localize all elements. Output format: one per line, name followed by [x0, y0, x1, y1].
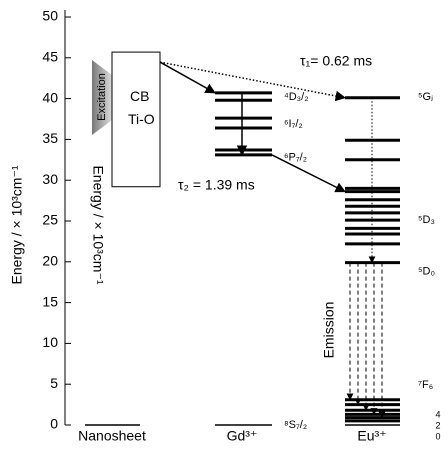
excitation-label: Excitation — [96, 73, 108, 121]
band-label: CB — [130, 88, 149, 104]
tau1-label: τ₁= 0.62 ms — [300, 53, 372, 69]
y-tick-label: 45 — [42, 49, 58, 65]
level-label: ⁸S₇/₂ — [284, 419, 307, 431]
y-tick-label: 25 — [42, 212, 58, 228]
j-label: 0 — [435, 431, 440, 441]
y-tick-label: 20 — [42, 253, 58, 269]
column-label: Nanosheet — [78, 428, 146, 444]
level-label: ⁴D₃/₂ — [284, 91, 308, 103]
y-tick-label: 40 — [42, 89, 58, 105]
y-tick-label: 0 — [50, 416, 58, 432]
j-label: 2 — [435, 420, 440, 430]
transfer-arrow-tau2 — [271, 154, 346, 193]
band-sublabel: Ti-O — [128, 111, 155, 127]
level-label: ⁶P₇/₂ — [284, 151, 307, 163]
y-tick-label: 50 — [42, 8, 58, 24]
level-label: ⁵D₃ — [418, 214, 435, 226]
column-label: Gd³⁺ — [227, 428, 258, 444]
y-tick-label: 15 — [42, 293, 58, 309]
excitation-arrow — [92, 60, 112, 135]
emission-label: Emission — [321, 302, 337, 359]
y-axis-label-mirror: Energy / × 10³cm⁻¹ — [90, 165, 106, 284]
y-tick-label: 5 — [50, 375, 58, 391]
conduction-band — [111, 51, 161, 188]
level-label: ⁵Gⱼ — [418, 91, 433, 103]
j-label: 4 — [435, 409, 440, 419]
y-axis-label: Energy / × 10³cm⁻¹ — [9, 165, 25, 284]
level-label: ⁶I₇/₂ — [284, 118, 303, 130]
y-tick-label: 30 — [42, 171, 58, 187]
y-tick-label: 10 — [42, 334, 58, 350]
column-label: Eu³⁺ — [357, 428, 386, 444]
y-tick-label: 35 — [42, 130, 58, 146]
level-label: ⁷F₆ — [418, 379, 433, 391]
transfer-arrow — [159, 61, 216, 94]
tau2-label: τ₂ = 1.39 ms — [178, 177, 255, 193]
level-label: ⁵D₀ — [418, 265, 435, 277]
